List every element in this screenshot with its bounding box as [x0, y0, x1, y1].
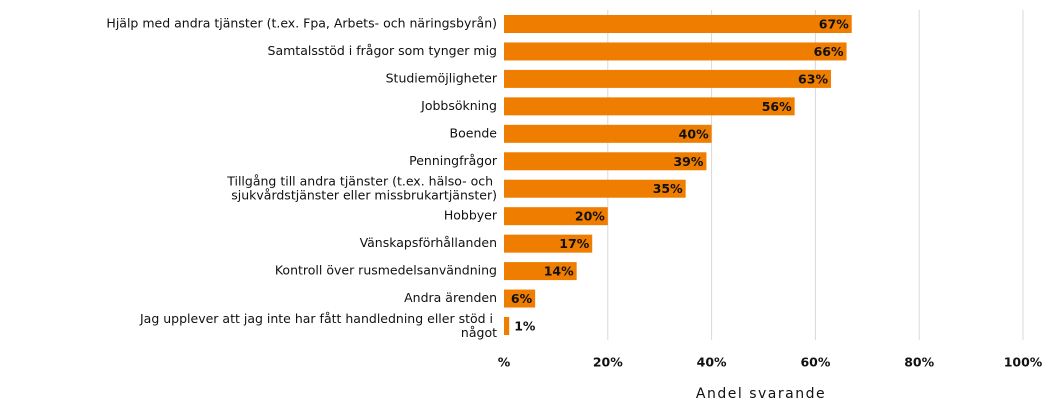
- x-axis-title: Andel svarande: [696, 386, 826, 401]
- x-tick-label: 20%: [593, 355, 623, 370]
- value-label: 17%: [559, 236, 589, 251]
- bar: [504, 262, 577, 281]
- bar: [504, 42, 847, 61]
- category-label-line: något: [461, 325, 497, 340]
- x-tick-label: 80%: [904, 355, 934, 370]
- category-label: Boende: [450, 125, 498, 140]
- value-label: 6%: [511, 291, 533, 306]
- value-label: 14%: [544, 264, 574, 279]
- category-label: Vänskapsförhållanden: [360, 235, 497, 250]
- x-tick-label: 60%: [800, 355, 830, 370]
- x-tick-label: %: [498, 355, 511, 370]
- category-label: Andra ärenden: [404, 290, 497, 305]
- bar: [504, 97, 795, 116]
- category-label-line: Jag upplever att jag inte har fått handl…: [139, 311, 497, 326]
- value-label: 67%: [819, 17, 849, 32]
- value-label: 63%: [798, 71, 828, 86]
- category-label: Samtalsstöd i frågor som tynger mig: [268, 43, 497, 58]
- category-label: Hobbyer: [444, 208, 498, 223]
- bar: [504, 234, 593, 253]
- value-label: 39%: [673, 154, 703, 169]
- category-label: Penningfrågor: [409, 153, 498, 168]
- x-tick-label: 100%: [1004, 355, 1043, 370]
- category-label: Tillgång till andra tjänster (t.ex. häls…: [226, 173, 497, 202]
- category-label-line: Tillgång till andra tjänster (t.ex. häls…: [226, 173, 497, 188]
- bar: [504, 179, 686, 198]
- category-label-line: sjukvårdstjänster eller missbrukartjänst…: [231, 187, 497, 202]
- value-label: 40%: [679, 126, 709, 141]
- category-label: Studiemöjligheter: [386, 70, 498, 85]
- bar: [504, 69, 831, 88]
- value-label: 56%: [762, 99, 792, 114]
- bar: [504, 317, 510, 335]
- value-label: 66%: [814, 44, 844, 59]
- bar: [504, 124, 712, 143]
- bar: [504, 207, 608, 226]
- value-label: 20%: [575, 209, 605, 224]
- value-label: 1%: [514, 319, 536, 334]
- bar: [504, 152, 707, 171]
- bar: [504, 15, 852, 33]
- bar: [504, 289, 536, 308]
- category-label: Kontroll över rusmedelsanvändning: [275, 263, 497, 278]
- category-label: Hjälp med andra tjänster (t.ex. Fpa, Arb…: [106, 16, 497, 31]
- category-label: Jobbsökning: [420, 98, 497, 113]
- category-label: Jag upplever att jag inte har fått handl…: [139, 311, 497, 340]
- x-tick-label: 40%: [697, 355, 727, 370]
- value-label: 35%: [653, 181, 683, 196]
